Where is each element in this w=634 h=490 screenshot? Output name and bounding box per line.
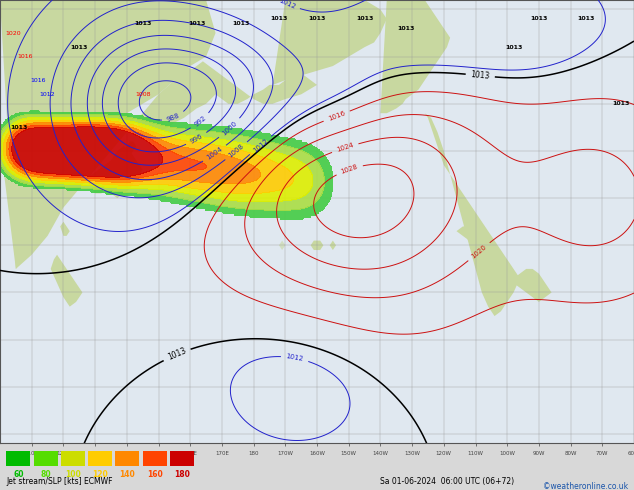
Polygon shape (507, 269, 552, 302)
Text: 60: 60 (13, 469, 23, 479)
Text: 1012: 1012 (285, 354, 304, 363)
Bar (115, 451, 139, 466)
Polygon shape (425, 113, 520, 316)
Polygon shape (0, 0, 216, 269)
Text: 1013: 1013 (166, 346, 188, 362)
Text: 140: 140 (120, 469, 135, 479)
Polygon shape (279, 241, 285, 250)
Text: 1028: 1028 (340, 164, 359, 175)
Text: 80: 80 (41, 469, 51, 479)
Text: 1008: 1008 (135, 92, 150, 97)
Text: Jet stream/SLP [kts] ECMWF: Jet stream/SLP [kts] ECMWF (6, 477, 113, 486)
Polygon shape (174, 66, 200, 104)
Text: 1024: 1024 (336, 142, 354, 153)
Text: 992: 992 (193, 115, 207, 128)
Text: 1013: 1013 (612, 101, 630, 106)
Text: 1013: 1013 (578, 16, 595, 22)
Text: 1000: 1000 (221, 120, 238, 137)
Text: Sa 01-06-2024  06:00 UTC (06+72): Sa 01-06-2024 06:00 UTC (06+72) (380, 477, 515, 486)
Bar (143, 451, 167, 466)
Text: 120: 120 (93, 469, 108, 479)
Text: 1013: 1013 (188, 21, 205, 26)
Text: 1013: 1013 (530, 16, 548, 22)
Text: 1012: 1012 (252, 137, 269, 153)
Polygon shape (330, 241, 336, 250)
Text: 996: 996 (189, 133, 204, 145)
Text: 1004: 1004 (205, 146, 224, 161)
Text: 1016: 1016 (18, 54, 33, 59)
Text: 1013: 1013 (70, 45, 88, 49)
Text: 1013: 1013 (232, 21, 250, 26)
Text: 100: 100 (65, 469, 81, 479)
Text: 160: 160 (147, 469, 162, 479)
Bar (170, 451, 194, 466)
Polygon shape (380, 0, 450, 113)
Text: 1012: 1012 (278, 0, 296, 10)
Text: 1013: 1013 (397, 26, 415, 31)
Bar (61, 451, 85, 466)
Bar (88, 451, 112, 466)
Text: 180: 180 (174, 469, 190, 479)
Text: 1012: 1012 (40, 92, 55, 97)
Polygon shape (190, 61, 317, 104)
Text: 1013: 1013 (356, 16, 373, 22)
Text: 988: 988 (166, 112, 181, 123)
Text: 1020: 1020 (5, 30, 20, 35)
Text: 1013: 1013 (10, 125, 28, 130)
Polygon shape (311, 241, 323, 250)
Text: 1016: 1016 (327, 110, 346, 122)
Text: 1020: 1020 (470, 244, 488, 260)
Polygon shape (0, 66, 216, 269)
Text: 1013: 1013 (505, 45, 522, 49)
Text: 1013: 1013 (270, 16, 288, 22)
Text: 1016: 1016 (30, 78, 46, 83)
Text: 1013: 1013 (134, 21, 152, 26)
Text: 1013: 1013 (308, 16, 326, 22)
Polygon shape (273, 0, 387, 85)
Text: ©weatheronline.co.uk: ©weatheronline.co.uk (543, 482, 628, 490)
Polygon shape (86, 146, 143, 198)
Polygon shape (456, 226, 507, 269)
Polygon shape (51, 255, 82, 307)
Bar (34, 451, 58, 466)
Text: 1013: 1013 (470, 70, 490, 81)
Polygon shape (60, 221, 70, 236)
Polygon shape (92, 179, 108, 194)
Bar (6, 451, 30, 466)
Text: 1008: 1008 (228, 143, 245, 159)
Polygon shape (124, 142, 136, 156)
